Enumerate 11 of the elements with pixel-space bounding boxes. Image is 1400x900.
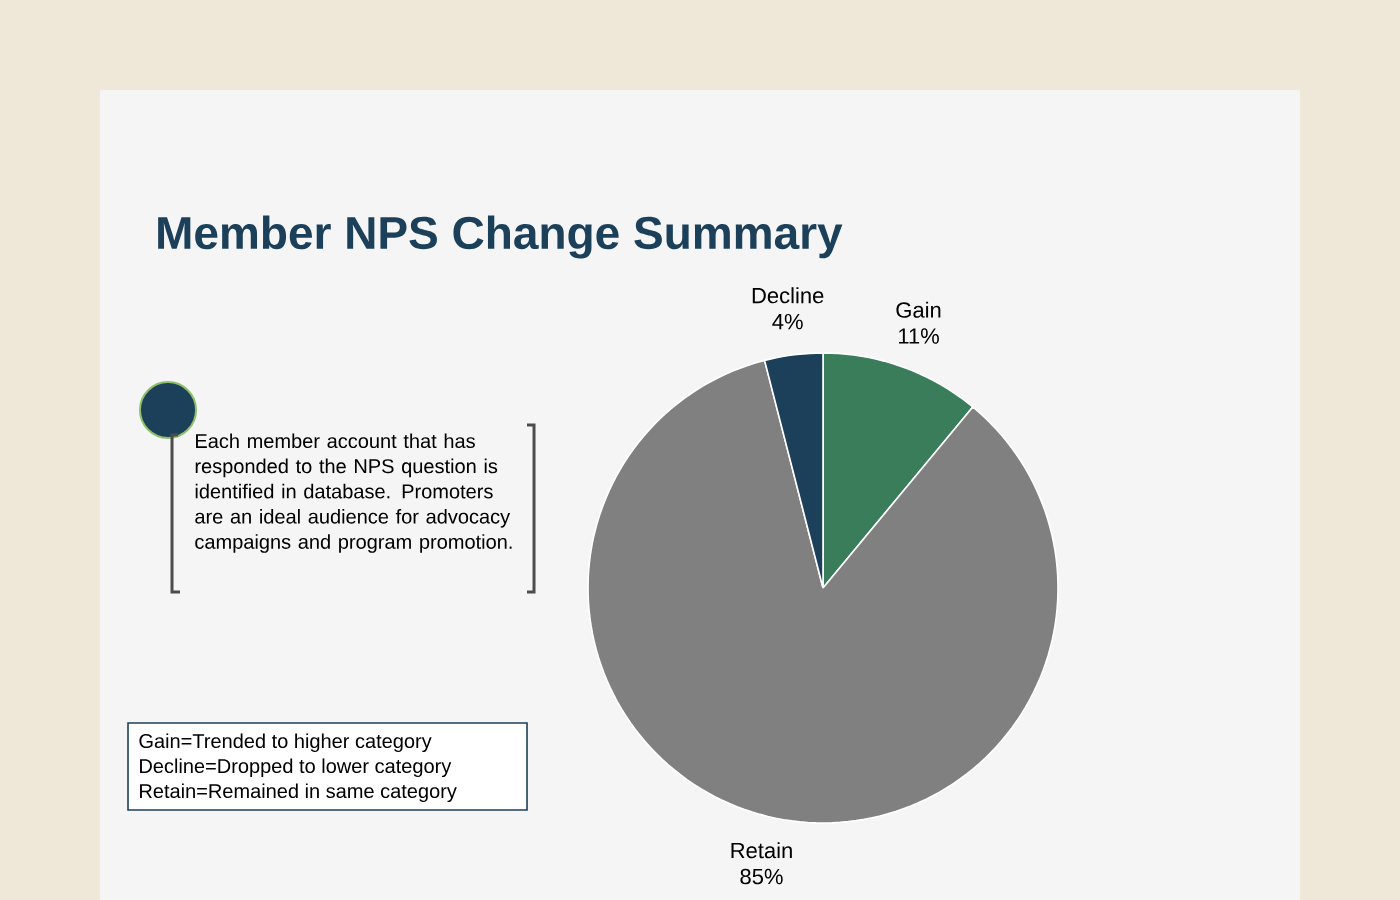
text: Retain=Remained in same category [140,783,457,803]
text: Decline=Dropped to lower category [140,758,452,778]
data-label: 85% [740,868,783,885]
text: Each member account that has responded to the NPS question is identified in database. Promoters are an ideal audience for advocacy campaigns and program promotion. [195,433,512,553]
data-label: 11% [899,328,939,344]
slice-label: Retain [731,842,792,859]
slice-label: Gain [896,301,941,318]
data-label: 4% [772,313,803,330]
text: Gain=Trended to higher category [139,733,432,753]
slice-label: Decline [752,287,824,304]
chart-title: Member NPS Change Summary [158,215,843,259]
